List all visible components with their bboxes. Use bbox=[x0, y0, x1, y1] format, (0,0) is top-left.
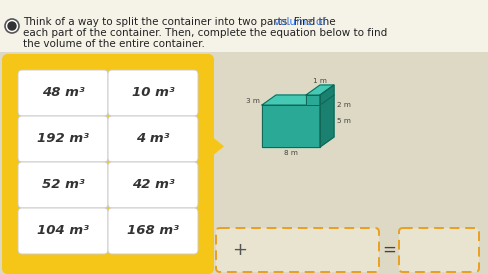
FancyBboxPatch shape bbox=[0, 52, 488, 274]
FancyBboxPatch shape bbox=[216, 228, 378, 272]
FancyBboxPatch shape bbox=[108, 162, 198, 208]
Text: 5 m: 5 m bbox=[336, 118, 350, 124]
Text: =: = bbox=[381, 241, 395, 259]
Circle shape bbox=[8, 22, 16, 30]
FancyBboxPatch shape bbox=[0, 0, 488, 52]
Polygon shape bbox=[207, 133, 224, 159]
Text: 1 m: 1 m bbox=[312, 78, 326, 84]
FancyBboxPatch shape bbox=[108, 70, 198, 116]
Text: 8 m: 8 m bbox=[284, 150, 297, 156]
FancyBboxPatch shape bbox=[18, 162, 108, 208]
Text: Think of a way to split the container into two parts. Find the: Think of a way to split the container in… bbox=[23, 17, 338, 27]
Text: 4 m³: 4 m³ bbox=[136, 133, 169, 145]
Polygon shape bbox=[262, 95, 333, 105]
Polygon shape bbox=[305, 85, 333, 95]
Polygon shape bbox=[319, 95, 333, 147]
Text: 168 m³: 168 m³ bbox=[127, 224, 179, 238]
FancyBboxPatch shape bbox=[18, 208, 108, 254]
Polygon shape bbox=[262, 105, 319, 147]
Text: 192 m³: 192 m³ bbox=[37, 133, 89, 145]
Text: 3 m: 3 m bbox=[245, 98, 260, 104]
Text: 52 m³: 52 m³ bbox=[41, 178, 84, 192]
Text: 48 m³: 48 m³ bbox=[41, 87, 84, 99]
Text: 104 m³: 104 m³ bbox=[37, 224, 89, 238]
Text: 42 m³: 42 m³ bbox=[131, 178, 174, 192]
FancyBboxPatch shape bbox=[18, 70, 108, 116]
Text: +: + bbox=[232, 241, 247, 259]
Text: volume of: volume of bbox=[273, 17, 325, 27]
Polygon shape bbox=[319, 85, 333, 105]
FancyBboxPatch shape bbox=[18, 116, 108, 162]
Text: 10 m³: 10 m³ bbox=[131, 87, 174, 99]
Text: the volume of the entire container.: the volume of the entire container. bbox=[23, 39, 204, 49]
Text: each part of the container. Then, complete the equation below to find: each part of the container. Then, comple… bbox=[23, 28, 386, 38]
FancyBboxPatch shape bbox=[108, 208, 198, 254]
FancyBboxPatch shape bbox=[108, 116, 198, 162]
Circle shape bbox=[5, 19, 19, 33]
Text: 2 m: 2 m bbox=[336, 102, 350, 108]
Polygon shape bbox=[305, 95, 319, 105]
FancyBboxPatch shape bbox=[398, 228, 478, 272]
FancyBboxPatch shape bbox=[2, 54, 214, 274]
